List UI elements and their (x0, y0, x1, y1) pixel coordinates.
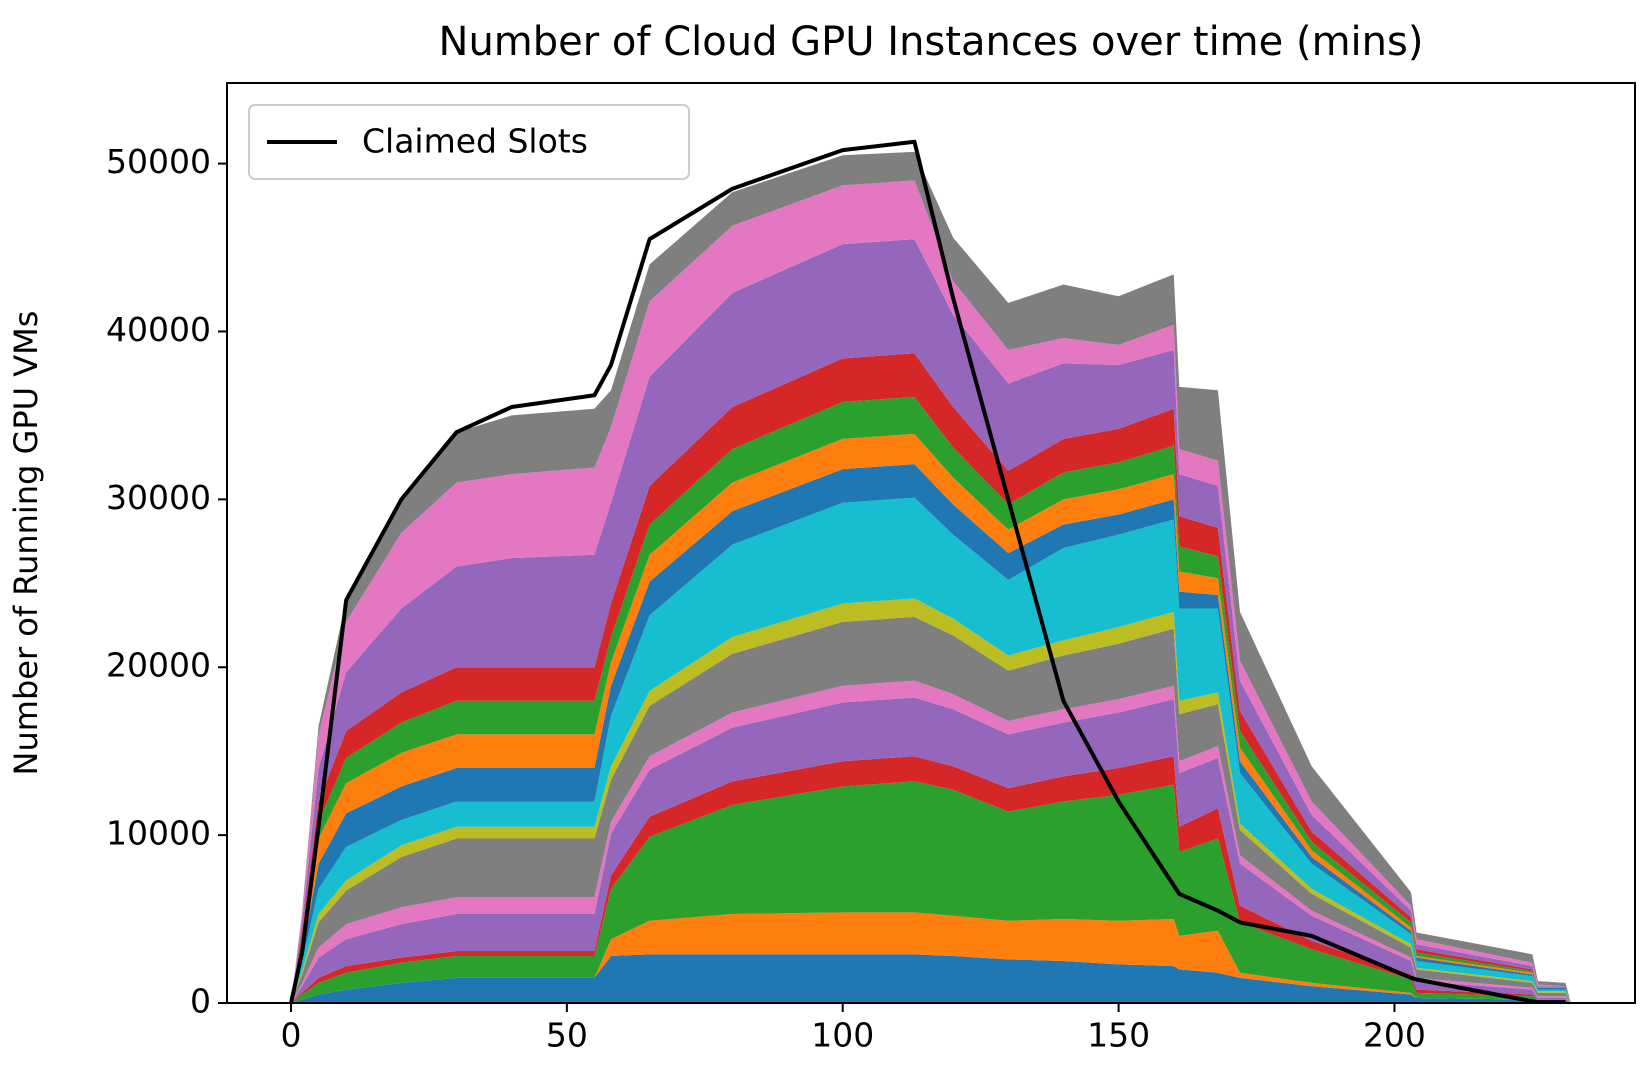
area-layer (291, 781, 1571, 1003)
legend: Claimed Slots (248, 104, 690, 180)
x-tick-label: 100 (811, 1016, 874, 1055)
area-layer (291, 697, 1571, 1003)
chart-title: Number of Cloud GPU Instances over time … (439, 19, 1424, 65)
y-tick-label: 20000 (106, 646, 211, 685)
y-axis-label: Number of Running GPU VMs (7, 311, 45, 776)
legend-label: Claimed Slots (362, 122, 588, 161)
x-tick-label: 150 (1087, 1016, 1150, 1055)
x-tick-label: 0 (281, 1016, 302, 1055)
area-layer (291, 954, 1571, 1003)
area-layer (291, 239, 1571, 1003)
x-tick-label: 50 (546, 1016, 588, 1055)
y-tick-label: 40000 (106, 310, 211, 349)
area-layer (291, 912, 1571, 1003)
claimed-slots-line (289, 139, 1566, 1003)
y-tick-label: 30000 (106, 478, 211, 517)
y-tick-label: 10000 (106, 814, 211, 853)
legend-box (248, 104, 690, 180)
area-layer (291, 497, 1571, 1003)
y-tick-label: 50000 (106, 142, 211, 181)
plot (289, 139, 1571, 1003)
plot-frame (226, 82, 1636, 1004)
y-tick-label: 0 (190, 982, 211, 1021)
area-layer (291, 353, 1571, 1003)
x-tick-label: 200 (1363, 1016, 1426, 1055)
